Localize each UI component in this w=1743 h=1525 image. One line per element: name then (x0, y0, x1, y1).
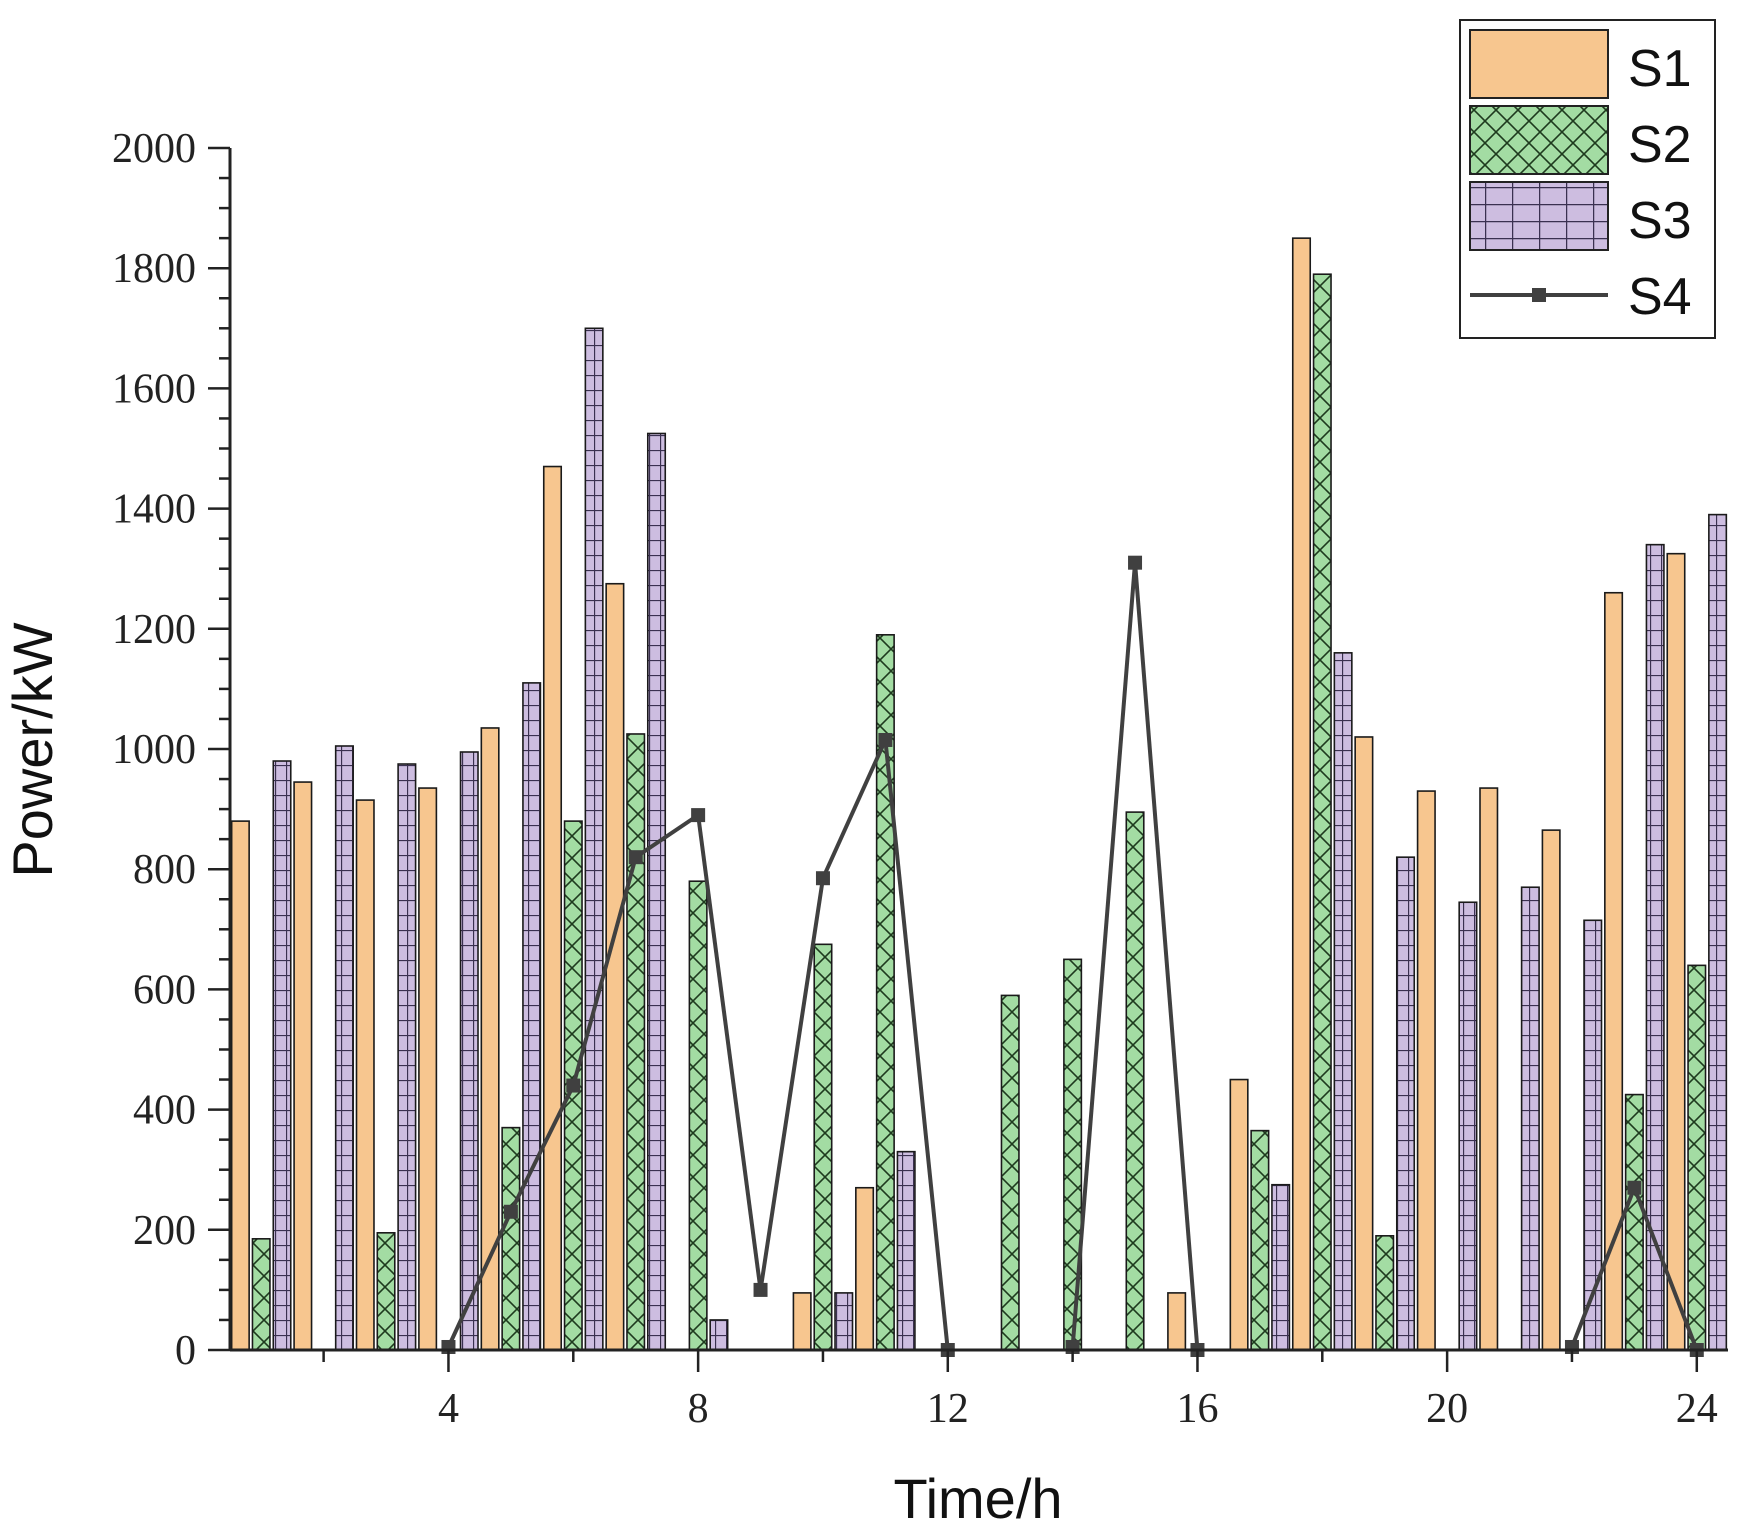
line-segment-s4-t23 (1632, 1187, 1699, 1351)
y-tick-label-600: 600 (133, 967, 196, 1013)
bar-s3-t3 (397, 763, 417, 1351)
bar-s2-t17 (1250, 1129, 1270, 1351)
y-tick-label-1200: 1200 (112, 607, 196, 653)
marker-s4-t9 (753, 1282, 768, 1297)
bar-s3-t2 (334, 745, 354, 1351)
marker-s4-t15 (1128, 555, 1143, 570)
bar-s3-t24 (1708, 513, 1728, 1351)
bar-s2-t5 (501, 1126, 521, 1351)
bar-s1-t7 (605, 582, 625, 1351)
line-segment-s4-t14 (1070, 562, 1138, 1348)
bar-s1-t6 (542, 465, 563, 1351)
bar-s2-t3 (376, 1232, 396, 1351)
bar-s3-t6 (584, 327, 604, 1351)
bar-s2-t18 (1312, 273, 1332, 1351)
line-segment-s4-t10 (821, 739, 888, 880)
bar-s3-t21 (1520, 886, 1540, 1351)
bar-s1-t4 (418, 787, 438, 1351)
bar-s3-t4 (459, 751, 479, 1351)
bar-s1-t19 (1354, 736, 1374, 1351)
axes: 0 200 400 600 800 1000 1200 1400 1600 1800 2000 4 8 1… (112, 126, 1728, 1432)
bar-s1-t16 (1167, 1292, 1187, 1351)
bar-s1-t17 (1229, 1078, 1249, 1351)
y-tick-label-200: 200 (133, 1208, 196, 1254)
line-segment-s4-t9 (758, 877, 825, 1291)
legend-label-s3: S3 (1628, 192, 1692, 250)
line-segment-s4-t7 (634, 813, 700, 859)
x-tick-label-8: 8 (688, 1386, 709, 1432)
x-tick-label-12: 12 (927, 1386, 969, 1432)
bar-s3-t7 (646, 432, 667, 1351)
line-segment-s4-t15 (1133, 562, 1200, 1351)
y-axis-title: Power/kW (1, 622, 64, 877)
bar-s3-t8 (709, 1319, 729, 1351)
bar-s1-t22 (1541, 829, 1561, 1351)
bar-s2-t7 (626, 733, 646, 1351)
bar-s3-t1 (272, 760, 292, 1351)
marker-s4-t7 (628, 850, 643, 865)
legend-label-s4: S4 (1628, 268, 1692, 326)
bar-s2-t23 (1624, 1093, 1644, 1351)
x-tick-label-20: 20 (1426, 1386, 1468, 1432)
line-segment-s4-t8 (696, 814, 763, 1291)
bar-s2-t15 (1125, 811, 1145, 1351)
bar-s3-t20 (1458, 901, 1478, 1351)
bar-s1-t21 (1479, 787, 1499, 1351)
line-segment-s4-t22 (1570, 1187, 1637, 1348)
line-segment-s4-t6 (571, 856, 638, 1087)
bar-s3-t17 (1271, 1183, 1291, 1351)
legend-swatch-s1 (1469, 29, 1609, 99)
bar-s1-t1 (230, 820, 250, 1351)
bar-s3-t11 (896, 1150, 916, 1351)
bar-s2-t24 (1687, 964, 1707, 1351)
legend-swatch-s2 (1469, 105, 1609, 175)
bar-s3-t5 (522, 682, 542, 1351)
line-segment-s4-t11 (883, 739, 950, 1351)
y-tick-label-800: 800 (133, 847, 196, 893)
bar-s3-t19 (1395, 856, 1416, 1351)
marker-s4-t8 (691, 808, 706, 823)
legend-label-s1: S1 (1628, 40, 1692, 98)
line-segment-s4-t5 (509, 1084, 576, 1213)
line-segment-s4-t4 (446, 1210, 513, 1348)
y-tick-label-1000: 1000 (112, 727, 196, 773)
bar-s2-t13 (1000, 994, 1020, 1351)
y-tick-label-2000: 2000 (112, 126, 196, 172)
y-tick-label-1800: 1800 (112, 246, 196, 292)
legend-swatch-s3 (1469, 181, 1609, 251)
x-tick-label-4: 4 (438, 1386, 459, 1432)
x-tick-label-24: 24 (1676, 1386, 1718, 1432)
marker-s4-t10 (815, 871, 830, 886)
bar-s1-t24 (1666, 552, 1686, 1351)
legend-label-s2: S2 (1628, 116, 1692, 174)
y-tick-label-0: 0 (175, 1328, 196, 1374)
bar-s3-t10 (834, 1292, 854, 1351)
marker-s4-t23 (1627, 1180, 1642, 1195)
bar-s1-t3 (355, 799, 375, 1351)
marker-s4-t11 (878, 732, 893, 747)
y-tick-label-1600: 1600 (112, 366, 196, 412)
bar-s1-t20 (1416, 790, 1436, 1351)
x-tick-label-16: 16 (1176, 1386, 1218, 1432)
bar-s2-t1 (251, 1238, 271, 1351)
bar-s1-t11 (855, 1186, 875, 1351)
bar-s2-t19 (1375, 1235, 1395, 1351)
bar-s2-t8 (688, 880, 708, 1351)
bar-s3-t22 (1583, 919, 1603, 1351)
x-axis-title: Time/h (893, 1467, 1062, 1525)
bar-s1-t10 (792, 1292, 812, 1351)
y-tick-label-1400: 1400 (112, 487, 196, 533)
plot-area (230, 237, 1728, 1357)
marker-s4-t6 (566, 1078, 581, 1093)
marker-s4-t5 (503, 1204, 518, 1219)
legend-marker-s4 (1532, 288, 1546, 302)
bar-s2-t10 (813, 943, 833, 1351)
bar-s1-t2 (293, 781, 313, 1351)
legend: S1 S2 S3 S4 (1459, 19, 1716, 339)
y-tick-label-400: 400 (133, 1088, 196, 1134)
bar-s1-t18 (1291, 237, 1312, 1351)
bar-s3-t18 (1333, 652, 1353, 1351)
